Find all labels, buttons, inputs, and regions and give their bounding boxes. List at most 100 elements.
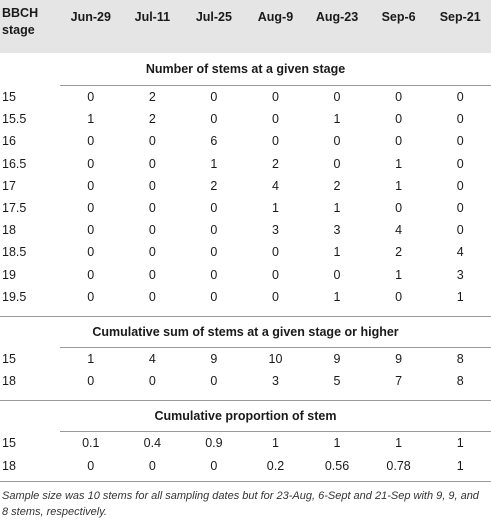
value-cell: 0 [87,223,95,238]
value-cell: 0 [210,289,218,304]
value-cell: 0 [333,90,341,105]
value-cell: 0 [87,267,95,282]
value-cell: 3 [271,223,279,238]
section-title-underline [0,85,491,86]
value-cell: 6 [210,134,218,149]
stage-cell: 15.5 [2,112,27,127]
value-cell: 0 [333,134,341,149]
value-cell: 0 [148,178,156,193]
value-cell: 0 [456,156,464,171]
value-cell: 1 [395,178,403,193]
value-cell: 0 [271,267,279,282]
value-cell: 0 [148,134,156,149]
value-cell: 1 [333,112,341,127]
section-title-row: Cumulative proportion of stem [0,400,491,432]
table-row: 19.5 0 0 0 0 1 0 1 [0,286,491,308]
value-cell: 7 [395,374,403,389]
value-cell: 1 [333,201,341,216]
stage-cell: 15 [2,351,16,366]
value-cell: 1 [395,436,403,451]
stage-cell: 18 [2,374,16,389]
value-cell: 1 [87,351,95,366]
table-row: 18 0 0 0 0.2 0.56 0.78 1 [0,454,491,476]
value-cell: 2 [395,245,403,260]
value-cell: 0 [395,289,403,304]
stage-cell: 15 [2,436,16,451]
date-column-header: Aug-9 [257,10,294,24]
value-cell: 0 [210,458,218,473]
value-cell: 1 [271,201,279,216]
section-title-row: Number of stems at a given stage [0,53,491,85]
value-cell: 0 [333,156,341,171]
date-column-header: Sep-6 [381,10,416,24]
value-cell: 0.9 [205,436,223,451]
value-cell: 0 [271,112,279,127]
stage-cell: 17.5 [2,201,27,216]
value-cell: 2 [210,178,218,193]
table-row: 16.5 0 0 1 2 0 1 0 [0,153,491,175]
value-cell: 0 [87,178,95,193]
table-header-row: BBCH stage Jun-29 Jul-11 Jul-25 Aug-9 Aug… [0,0,491,53]
table-row: 16 0 0 6 0 0 0 0 [0,130,491,152]
value-cell: 0 [210,90,218,105]
value-cell: 0 [87,201,95,216]
table-footnote: Sample size was 10 stems for all samplin… [2,490,479,518]
table-row: 19 0 0 0 0 0 1 3 [0,264,491,286]
date-column-header: Jul-11 [134,10,171,24]
value-cell: 0 [87,458,95,473]
value-cell: 0 [210,201,218,216]
value-cell: 0 [395,90,403,105]
value-cell: 0 [87,134,95,149]
value-cell: 3 [456,267,464,282]
value-cell: 0 [395,201,403,216]
value-cell: 0 [456,112,464,127]
date-column-header: Jun-29 [70,10,111,24]
section-title-underline [0,346,491,348]
value-cell: 0.56 [324,458,350,473]
date-column-header: Aug-23 [315,10,359,24]
table-row: 15.5 1 2 0 0 1 0 0 [0,108,491,130]
value-cell: 8 [456,374,464,389]
section-title: Number of stems at a given stage [145,62,346,76]
table-row: 18 0 0 0 3 5 7 8 [0,370,491,392]
value-cell: 0 [210,223,218,238]
section-gap [0,392,491,401]
value-cell: 0 [210,374,218,389]
value-cell: 0 [456,178,464,193]
value-cell: 0 [148,458,156,473]
table-row: 15 0 2 0 0 0 0 0 [0,86,491,109]
value-cell: 1 [87,112,95,127]
value-cell: 4 [456,245,464,260]
value-cell: 0 [271,245,279,260]
value-cell: 1 [333,289,341,304]
value-cell: 1 [395,156,403,171]
section-title: Cumulative sum of stems at a given stage… [0,315,491,347]
value-cell: 10 [268,351,283,366]
date-column-header: Jul-25 [195,10,232,24]
value-cell: 0 [87,374,95,389]
value-cell: 0 [210,245,218,260]
value-cell: 0.4 [143,436,162,451]
value-cell: 0 [210,267,218,282]
value-cell: 0 [456,90,464,105]
value-cell: 1 [333,245,341,260]
value-cell: 0 [87,289,95,304]
value-cell: 0.1 [82,436,100,451]
value-cell: 1 [210,156,218,171]
value-cell: 9 [210,351,218,366]
value-cell: 1 [456,458,464,473]
value-cell: 1 [456,436,464,451]
date-column-header: Sep-21 [439,10,481,24]
value-cell: 2 [271,156,279,171]
stage-cell: 19.5 [2,289,27,304]
value-cell: 2 [148,112,156,127]
value-cell: 1 [456,289,464,304]
value-cell: 0 [148,156,156,171]
table-row: 17.5 0 0 0 1 1 0 0 [0,197,491,219]
table-row: 15 1 4 9 10 9 9 8 [0,347,491,370]
value-cell: 3 [333,223,341,238]
stage-cell: 18.5 [2,245,27,260]
stage-cell: 19 [2,267,16,282]
section-gap [0,308,491,317]
